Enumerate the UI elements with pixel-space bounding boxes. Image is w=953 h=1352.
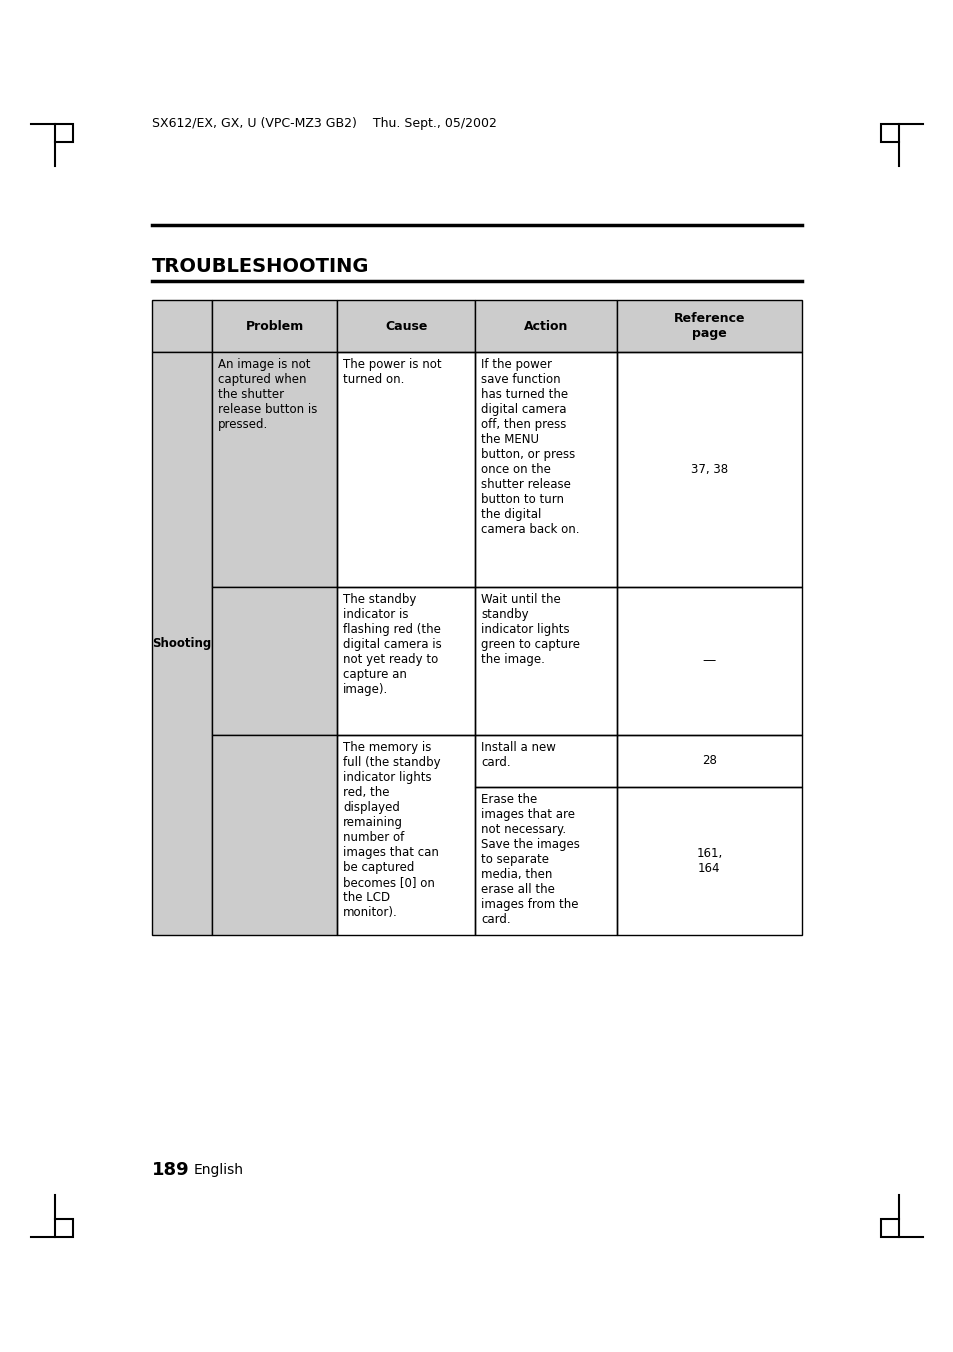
Bar [212,735,337,936]
Bar [880,1220,898,1237]
Bar [616,735,801,787]
Bar [880,124,898,142]
Bar [337,300,475,352]
Bar [616,300,801,352]
Bar [55,124,73,142]
Text: Problem: Problem [245,319,303,333]
Bar [337,735,475,936]
Text: If the power
save function
has turned the
digital camera
off, then press
the MEN: If the power save function has turned th… [480,358,578,535]
Text: TROUBLESHOOTING: TROUBLESHOOTING [152,257,369,276]
Bar [212,735,337,936]
Text: 28: 28 [701,754,716,768]
Bar [475,352,616,587]
Text: An image is not
captured when
the shutter
release button is
pressed.: An image is not captured when the shutte… [217,358,316,431]
Bar [212,587,337,735]
Text: Reference
page: Reference page [673,312,744,339]
Bar [337,300,475,352]
Bar [55,1220,73,1237]
Bar [212,300,337,352]
Bar [337,587,475,735]
Bar [152,300,212,352]
Bar [152,352,212,936]
Bar [475,300,616,352]
Bar [212,352,337,587]
Text: —: — [702,654,716,668]
Bar [337,352,475,587]
Text: Action: Action [523,319,567,333]
Text: Erase the
images that are
not necessary.
Save the images
to separate
media, then: Erase the images that are not necessary.… [480,794,579,926]
Text: Install a new
card.: Install a new card. [480,741,556,769]
Bar [616,787,801,936]
Bar [212,587,337,735]
Bar [212,352,337,587]
Bar [152,352,212,936]
Text: 189: 189 [152,1161,190,1179]
Bar [475,300,616,352]
Text: English: English [193,1163,244,1178]
Bar [475,735,616,787]
Bar [616,587,801,735]
Bar [475,587,616,735]
Text: 37, 38: 37, 38 [690,462,727,476]
Bar [212,300,337,352]
Text: Cause: Cause [385,319,427,333]
Text: 161,
164: 161, 164 [696,846,721,875]
Bar [616,300,801,352]
Text: The memory is
full (the standby
indicator lights
red, the
displayed
remaining
nu: The memory is full (the standby indicato… [343,741,440,919]
Bar [616,352,801,587]
Text: Wait until the
standby
indicator lights
green to capture
the image.: Wait until the standby indicator lights … [480,594,579,667]
Bar [152,300,212,352]
Text: The power is not
turned on.: The power is not turned on. [343,358,441,387]
Text: Shooting: Shooting [152,637,212,650]
Text: SX612/EX, GX, U (VPC-MZ3 GB2)    Thu. Sept., 05/2002: SX612/EX, GX, U (VPC-MZ3 GB2) Thu. Sept.… [152,118,497,131]
Text: The standby
indicator is
flashing red (the
digital camera is
not yet ready to
ca: The standby indicator is flashing red (t… [343,594,441,696]
Bar [475,787,616,936]
